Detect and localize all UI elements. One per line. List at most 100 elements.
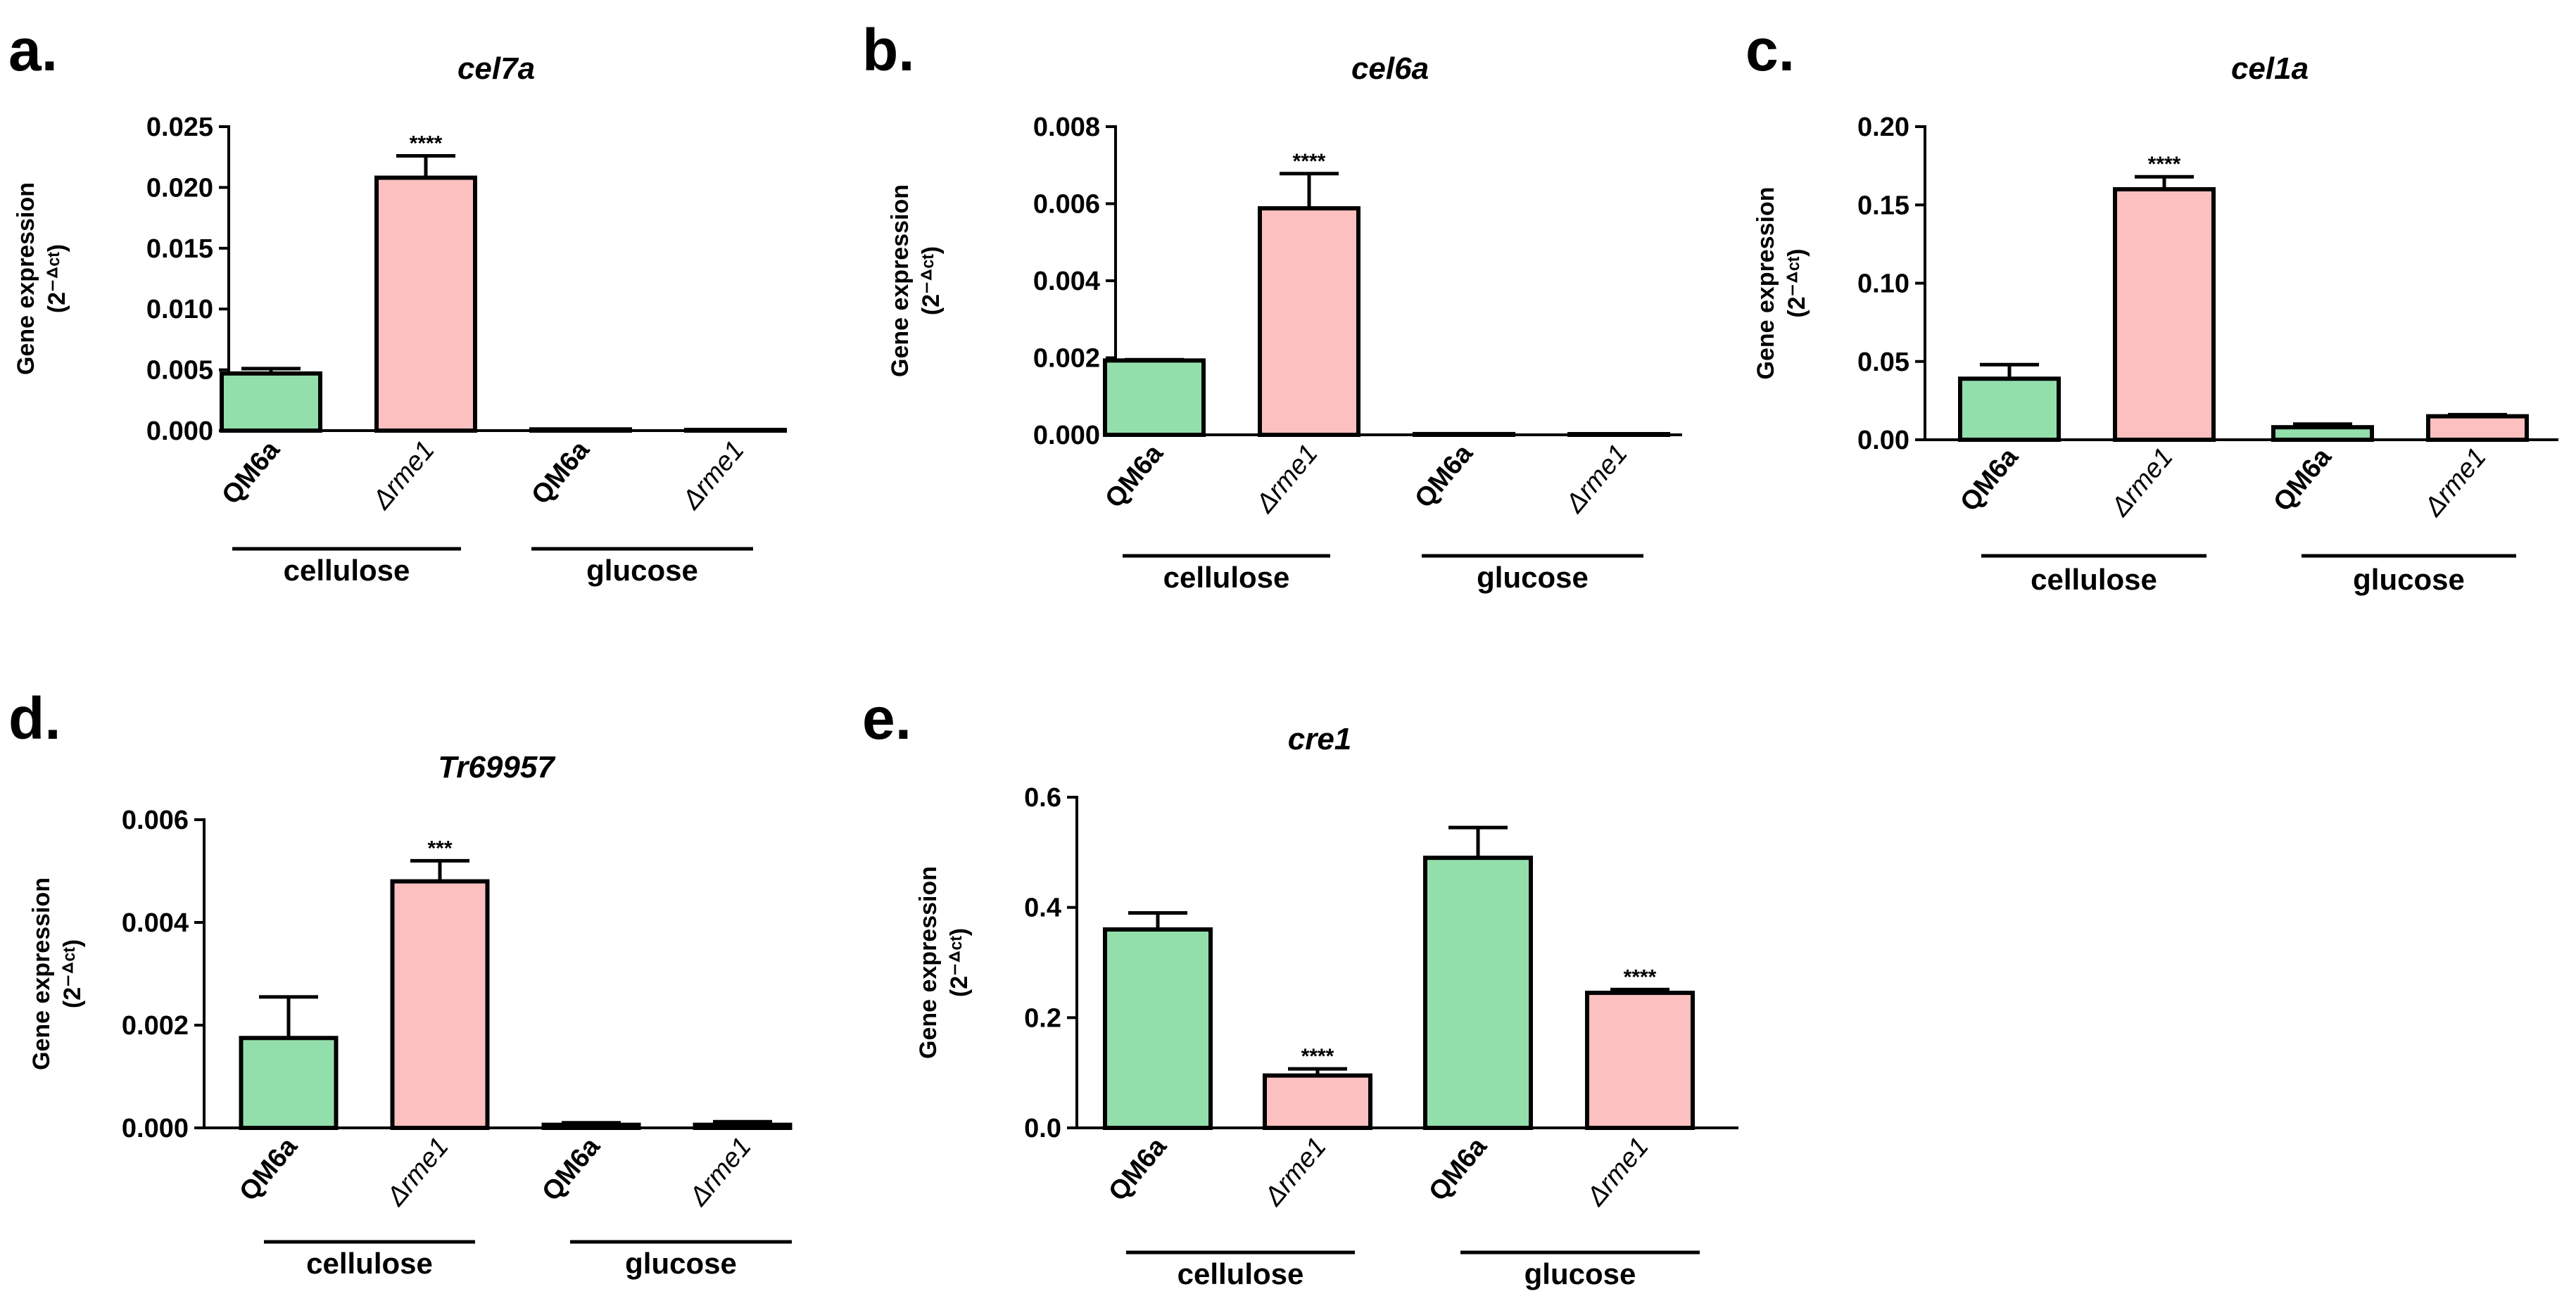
y-tick-label: 0.000	[146, 417, 213, 446]
y-axis-label-line-1: Gene expression	[13, 182, 39, 375]
significance-label: ***	[427, 837, 452, 860]
y-tick-label: 0.006	[122, 806, 189, 835]
y-tick-label: 0.15	[1857, 191, 1909, 220]
y-tick-label: 0.4	[1024, 894, 1061, 923]
bar-rme1	[1585, 991, 1695, 1131]
chart-title: Tr69957	[438, 750, 556, 785]
y-tick-label: 0.004	[1033, 267, 1100, 296]
chart-panel-1: a. cel7a Gene expression (2⁻ᐞᶜᵗ) 0.000 0.005 0…	[8, 17, 787, 587]
group-label: cellulose	[2031, 563, 2157, 596]
y-tick-label: 0.000	[1033, 421, 1100, 450]
category-label: Δrme1	[367, 436, 441, 516]
group-label: cellulose	[1163, 561, 1290, 594]
y-axis-label: Gene expression (2⁻ᐞᶜᵗ)	[915, 866, 973, 1059]
category-label: QM6a	[1409, 438, 1479, 514]
category-label: QM6a	[1955, 442, 2024, 517]
y-tick-label: 0.20	[1857, 113, 1909, 142]
group-label: glucose	[1477, 561, 1589, 594]
bar-rme1	[374, 175, 477, 433]
y-tick-label: 0.6	[1024, 783, 1061, 813]
bar-rme1	[390, 879, 490, 1130]
y-tick-label: 0.015	[146, 234, 213, 264]
group-label: glucose	[2353, 563, 2465, 596]
y-tick-label: 0.000	[122, 1114, 189, 1143]
y-tick-label: 0.008	[1033, 113, 1100, 142]
y-tick-label: 0.10	[1857, 269, 1909, 299]
group-label: glucose	[625, 1247, 737, 1280]
significance-label: ****	[2148, 153, 2181, 176]
y-axis-label-line-1: Gene expression	[915, 866, 942, 1059]
y-tick-label: 0.004	[122, 908, 189, 938]
group-label: cellulose	[1177, 1257, 1304, 1290]
bar-qm6a	[1103, 927, 1213, 1130]
chart-title: cel1a	[2231, 51, 2309, 86]
y-tick-label: 0.006	[1033, 190, 1100, 220]
y-axis-label: Gene expression (2⁻ᐞᶜᵗ)	[13, 182, 70, 375]
category-label: QM6a	[526, 435, 595, 510]
bar-qm6a	[1413, 431, 1515, 438]
group-label: cellulose	[284, 554, 410, 587]
bar-qm6a	[220, 371, 322, 433]
bar-rme1	[2426, 414, 2529, 442]
bar-rme1	[2113, 187, 2216, 442]
y-axis-label: Gene expression (2⁻ᐞᶜᵗ)	[1753, 186, 1810, 379]
y-tick-label: 0.00	[1857, 426, 1909, 455]
chart-panel-4: d. Tr69957 Gene expression (2⁻ᐞᶜᵗ) 0.000 0.00…	[8, 685, 793, 1280]
y-tick-label: 0.2	[1024, 1003, 1061, 1033]
bar-rme1	[684, 428, 787, 433]
significance-label: ****	[1293, 150, 1326, 173]
bar-qm6a	[1103, 358, 1206, 438]
y-tick-label: 0.005	[146, 356, 213, 386]
bar-rme1	[1263, 1073, 1372, 1131]
chart-title: cel6a	[1351, 51, 1429, 86]
y-axis-label-line-1: Gene expression	[28, 877, 55, 1070]
significance-label: ****	[410, 132, 443, 155]
category-label: QM6a	[216, 435, 286, 510]
category-label: Δrme1	[676, 436, 750, 516]
y-tick-label: 0.020	[146, 173, 213, 203]
chart-title: cre1	[1288, 722, 1352, 756]
group-label: glucose	[1524, 1257, 1636, 1290]
group-label: cellulose	[306, 1247, 433, 1280]
category-label: Δrme1	[1250, 439, 1324, 519]
significance-label: ****	[1624, 965, 1657, 989]
chart-panel-3: c. cel1a Gene expression (2⁻ᐞᶜᵗ) 0.00 0.05 0.1…	[1745, 17, 2558, 596]
category-label: Δrme1	[683, 1132, 757, 1212]
category-label: QM6a	[2268, 442, 2337, 517]
y-tick-label: 0.0	[1024, 1114, 1061, 1143]
group-label: glucose	[586, 554, 698, 587]
chart-panel-5: e. cre1 Gene expression (2⁻ᐞᶜᵗ) 0.0 0.2 0.4 0.6…	[862, 685, 1738, 1290]
panel-letter: e.	[862, 685, 911, 751]
bar-qm6a	[529, 427, 632, 433]
category-label: QM6a	[1103, 1131, 1173, 1207]
bar-rme1	[1258, 206, 1360, 437]
significance-label: ****	[1301, 1045, 1334, 1068]
y-axis-label: Gene expression (2⁻ᐞᶜᵗ)	[887, 184, 945, 377]
y-axis-label-line-1: Gene expression	[1753, 186, 1779, 379]
y-axis-label-line-2: (2⁻ᐞᶜᵗ)	[918, 246, 945, 315]
y-tick-label: 0.05	[1857, 348, 1909, 377]
panel-letter: d.	[8, 685, 61, 751]
bar-rme1	[693, 1122, 793, 1130]
bar-qm6a	[1958, 376, 2061, 442]
y-axis-label-line-2: (2⁻ᐞᶜᵗ)	[59, 939, 86, 1008]
panel-letter: a.	[8, 17, 58, 83]
bar-qm6a	[239, 1036, 339, 1130]
category-label: QM6a	[536, 1131, 606, 1207]
panel-letter: b.	[862, 17, 915, 83]
chart-panel-2: b. cel6a Gene expression (2⁻ᐞᶜᵗ) 0.000 0.002 0…	[862, 17, 1682, 594]
bar-qm6a	[541, 1122, 641, 1130]
category-label: Δrme1	[1560, 439, 1634, 519]
category-label: Δrme1	[2418, 443, 2492, 523]
category-label: QM6a	[234, 1131, 303, 1207]
category-label: QM6a	[1099, 438, 1169, 514]
category-label: QM6a	[1423, 1131, 1493, 1207]
bar-qm6a	[1423, 856, 1533, 1130]
category-label: Δrme1	[1258, 1132, 1332, 1212]
y-axis-label-line-1: Gene expression	[887, 184, 914, 377]
category-label: Δrme1	[2105, 443, 2179, 523]
y-tick-label: 0.010	[146, 295, 213, 324]
bar-rme1	[1567, 432, 1670, 437]
y-tick-label: 0.025	[146, 113, 213, 142]
